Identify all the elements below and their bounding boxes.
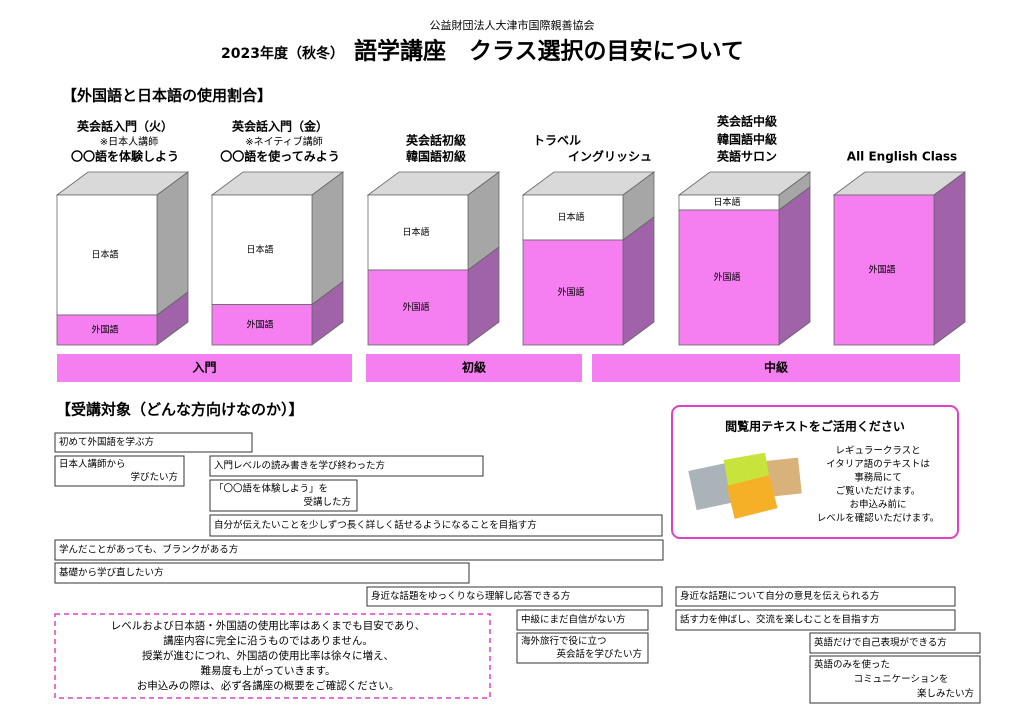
- target-text: 身近な話題をゆっくりなら理解し応答できる方: [371, 590, 570, 602]
- target-box: [516, 632, 649, 664]
- class-name: 韓国語初級: [406, 149, 466, 164]
- target-text: 基礎から学び直したい方: [59, 567, 164, 579]
- class-name: イングリッシュ: [568, 149, 652, 164]
- cube-front-foreign: [678, 209, 780, 346]
- foreign-label: 外国語: [91, 324, 118, 336]
- cube-front-foreign: [367, 269, 469, 346]
- books-illustration: [688, 452, 802, 519]
- note-text: 授業が進むにつれ、外国語の使用比率は徐々に増え、: [142, 649, 394, 662]
- target-text: コミュニケーションを: [854, 674, 949, 685]
- target-text: 英語のみを使った: [814, 659, 890, 671]
- japanese-label: 日本語: [246, 243, 273, 255]
- level-bar: [592, 354, 960, 382]
- target-text: 英語だけで自己表現ができる方: [814, 637, 947, 649]
- org-name: 公益財団法人大津市国際親善協会: [430, 18, 595, 32]
- note-text: 難易度も上がっていきます。: [201, 664, 336, 677]
- title-prefix: 2023年度（秋冬）: [221, 45, 344, 62]
- level-label: 初級: [462, 360, 486, 375]
- level-bar: [57, 354, 352, 382]
- level-label: 入門: [192, 361, 216, 375]
- cube-front-foreign: [522, 239, 624, 346]
- section-heading: 【受講対象（どんな方向けなのか）】: [56, 401, 304, 419]
- japanese-label: 日本語: [91, 249, 118, 261]
- cube-side-foreign: [622, 216, 655, 346]
- cube-front-japanese: [56, 194, 158, 316]
- target-text: 楽しみたい方: [917, 687, 974, 699]
- note-text: レベルおよび日本語・外国語の使用比率はあくまでも目安であり、: [111, 619, 425, 632]
- target-box: [209, 514, 663, 537]
- japanese-label: 日本語: [557, 211, 584, 223]
- target-text: 自分が伝えたいことを少しずつ長く詳しく話せるようになることを目指す方: [214, 519, 537, 531]
- target-box: [809, 655, 981, 704]
- level-label: 中級: [764, 360, 788, 375]
- class-name: 韓国語中級: [717, 132, 777, 147]
- target-box: [675, 586, 956, 607]
- foreign-label: 外国語: [868, 264, 895, 276]
- callout-text: 事務局にて: [854, 472, 902, 484]
- cube-side-japanese: [156, 171, 189, 316]
- cube-front-japanese: [211, 194, 313, 305]
- target-text: 学んだことがあっても、ブランクがある方: [59, 544, 238, 556]
- target-text: 受講した方: [303, 496, 351, 508]
- foreign-label: 外国語: [246, 318, 273, 330]
- target-text: 話す力を伸ばし、交流を楽しむことを目指す方: [680, 614, 880, 626]
- target-box: [54, 539, 664, 561]
- callout-text: お申込み前に: [849, 499, 906, 511]
- target-box: [809, 632, 981, 654]
- target-text: 初めて外国語を学ぶ方: [59, 436, 154, 448]
- target-box: [209, 455, 484, 477]
- class-name: 〇〇語を体験しよう: [71, 149, 179, 164]
- cube-side-foreign: [778, 186, 811, 346]
- foreign-label: 外国語: [402, 301, 429, 313]
- cube-front-japanese: [367, 194, 469, 271]
- target-box: [54, 432, 253, 453]
- target-text: 海外旅行で役に立つ: [521, 635, 607, 647]
- target-text: 中級にまだ自信がない方: [521, 614, 626, 626]
- callout-text: ご覧いただけます。: [836, 485, 921, 497]
- japanese-label: 日本語: [402, 226, 429, 238]
- target-text: 学びたい方: [130, 471, 178, 483]
- target-text: 身近な話題について自分の意見を伝えられる方: [680, 590, 879, 602]
- callout-title: 閲覧用テキストをご活用ください: [725, 419, 905, 434]
- target-box: [209, 479, 358, 512]
- class-name: トラベル: [533, 134, 581, 148]
- note-text: 講座内容に完全に沿うものではありません。: [163, 634, 373, 647]
- target-text: 日本人講師から: [59, 458, 126, 470]
- target-text: 「〇〇語を体験しよう」を: [214, 482, 328, 494]
- target-box: [54, 455, 185, 487]
- target-text: 英会話を学びたい方: [556, 648, 642, 660]
- class-name: 英語サロン: [717, 149, 777, 164]
- cube-front-foreign: [56, 314, 158, 346]
- class-name: 英会話入門（金）: [232, 119, 328, 134]
- class-note: ※ネイティブ講師: [245, 135, 323, 148]
- book: [726, 475, 778, 519]
- class-name: 英会話中級: [717, 114, 777, 129]
- note-box: [54, 613, 491, 699]
- callout-text: レギュラークラスと: [835, 446, 920, 457]
- class-name: 英会話入門（火）: [77, 119, 173, 134]
- target-box: [675, 609, 956, 631]
- target-text: 入門レベルの読み書きを学び終わった方: [214, 460, 385, 472]
- target-box: [516, 609, 649, 631]
- foreign-label: 外国語: [713, 271, 740, 283]
- japanese-label: 日本語: [713, 196, 740, 208]
- class-name: 英会話初級: [406, 133, 466, 148]
- level-bar: [366, 354, 582, 382]
- target-box: [366, 586, 663, 607]
- class-name: 〇〇語を使ってみよう: [220, 149, 339, 164]
- title-main: 語学講座 クラス選択の目安について: [354, 38, 744, 65]
- target-box: [54, 562, 470, 584]
- callout-text: イタリア語のテキストは: [826, 458, 930, 470]
- cube-front-foreign: [211, 304, 313, 346]
- class-name: All English Class: [847, 150, 957, 164]
- foreign-label: 外国語: [557, 286, 584, 298]
- class-note: ※日本人講師: [100, 135, 158, 148]
- section-heading: 【外国語と日本語の使用割合】: [62, 87, 272, 105]
- note-text: お申込みの際は、必ず各講座の概要をご確認ください。: [137, 679, 400, 692]
- cube-side-foreign: [933, 171, 966, 346]
- callout-text: レベルを確認いただけます。: [817, 512, 940, 524]
- cube-front-foreign: [833, 194, 935, 346]
